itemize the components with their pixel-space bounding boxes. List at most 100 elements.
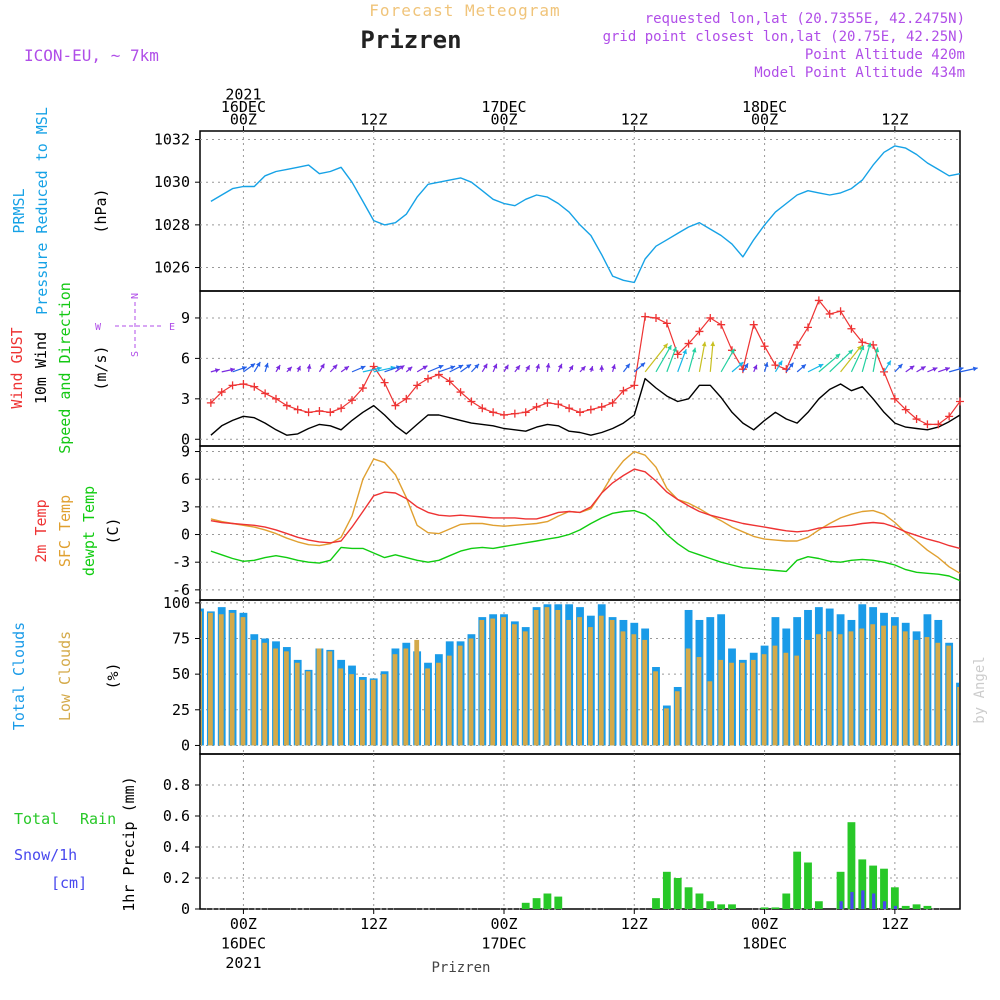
precip-labels: Total Rain Snow/1h [cm] 1hr Precip (mm)	[14, 776, 138, 911]
wind-arrow-head	[306, 364, 312, 369]
axis-ticks: 10261028103010320369-6-30369025507510000…	[154, 126, 896, 918]
gust-marker	[206, 398, 215, 407]
wind-arrow-head	[763, 362, 769, 368]
y-tick-label: 1028	[154, 216, 190, 234]
wind-arrow-head	[332, 364, 338, 370]
top-time-label: 18DEC	[742, 98, 787, 116]
y-tick-label: 1026	[154, 259, 190, 277]
low-cloud-bar	[740, 662, 745, 746]
y-tick-label: 0.4	[163, 838, 190, 856]
wind-arrow	[666, 346, 677, 373]
low-cloud-bar	[946, 645, 952, 746]
gust-marker	[597, 402, 606, 411]
snow-bar	[839, 901, 843, 909]
clouds-unit: (%)	[104, 662, 122, 689]
gust-marker	[239, 380, 248, 388]
y-tick-label: 0.8	[163, 776, 190, 794]
pressure-msl-label: Pressure Reduced to MSL	[33, 107, 51, 315]
wind-panel	[199, 290, 961, 447]
wind-arrow	[850, 345, 865, 373]
wind-arrow	[829, 349, 854, 373]
gust-marker	[554, 400, 563, 409]
temp-labels: 2m Temp SFC Temp dewpt Temp (C)	[32, 486, 122, 576]
gust-marker	[608, 398, 617, 407]
wind-arrow-head	[422, 365, 428, 370]
gust-marker	[478, 404, 487, 413]
gust-marker	[804, 323, 812, 332]
compass-w: W	[95, 322, 102, 333]
wind-arrow-head	[504, 364, 509, 370]
low-cloud-bar	[544, 607, 550, 746]
gust-marker	[717, 320, 726, 329]
y-tick-label: -6	[172, 581, 190, 599]
wind-arrow-head	[640, 362, 646, 368]
wind-arrow-head	[568, 365, 574, 371]
compass-n: N	[130, 293, 141, 299]
rain-bar	[890, 887, 899, 909]
forecast-meteogram-label: Forecast Meteogram	[369, 1, 560, 20]
low-cloud-bar	[338, 668, 344, 746]
low-cloud-bar	[425, 668, 430, 746]
wind-arrow-head	[492, 363, 498, 369]
wind-speed-direction-label: Speed and Direction	[56, 282, 74, 454]
pressure-panel	[199, 130, 961, 292]
low-cloud-bar	[414, 639, 420, 746]
y-tick-label: 9	[181, 443, 190, 461]
snow-bar	[861, 890, 865, 909]
low-cloud-bar	[826, 631, 832, 746]
rain-bar	[717, 904, 726, 909]
low-cloud-bar	[642, 639, 648, 746]
low-cloud-bar	[566, 619, 572, 746]
wind-arrow-head	[545, 363, 551, 368]
low-cloud-bar	[957, 686, 959, 746]
top-time-label: 17DEC	[481, 98, 526, 116]
low-cloud-bar	[902, 631, 908, 746]
wind-arrow-head	[920, 366, 926, 371]
wind-arrow-head	[483, 363, 488, 369]
wind-labels: Wind GUST 10m Wind Speed and Direction (…	[8, 282, 175, 454]
low-cloud-bar	[620, 631, 626, 746]
low-cloud-bar	[783, 652, 789, 746]
wind-arrow-head	[580, 366, 586, 371]
low-cloud-bar	[718, 659, 724, 746]
gust-marker	[814, 296, 823, 305]
rain-bar	[554, 896, 563, 909]
wind-arrow-head	[376, 366, 382, 371]
wind-arrow-head	[458, 364, 464, 370]
y-tick-label: 3	[181, 390, 190, 408]
gridpoint-coordinates: grid point closest lon,lat (20.75E, 42.2…	[603, 29, 965, 45]
wind-arrow-head	[730, 348, 735, 354]
gust-marker	[912, 415, 921, 424]
low-cloud-bar	[729, 662, 734, 746]
wind-arrow-head	[909, 365, 915, 371]
low-cloud-bar	[913, 639, 919, 746]
gust-marker	[272, 394, 280, 403]
wind-arrow	[644, 343, 669, 373]
gust-marker	[749, 320, 758, 329]
wind-arrow-head	[801, 364, 806, 370]
gust-marker	[304, 408, 313, 417]
y-tick-label: 75	[172, 630, 190, 648]
low-cloud-bar	[294, 662, 300, 746]
wind-arrow-head	[972, 366, 978, 372]
y-tick-label: 100	[163, 594, 190, 612]
y-tick-label: 0.6	[163, 807, 190, 825]
rain-bar	[901, 905, 910, 909]
bottom-time-label: 17DEC	[481, 935, 526, 953]
low-cloud-bar	[512, 624, 517, 746]
gust-marker	[348, 396, 356, 405]
wind-arrow-head	[625, 363, 630, 369]
footer-station: Prizren	[431, 960, 490, 976]
wind-arrow	[818, 353, 841, 373]
snow-bar	[850, 891, 854, 909]
gust-marker	[565, 404, 574, 413]
temp-dewpt-label: dewpt Temp	[80, 486, 98, 576]
low-cloud-bar	[522, 631, 528, 746]
gust-marker	[673, 350, 682, 359]
low-cloud-bar	[305, 671, 311, 746]
wind-arrow-head	[525, 365, 530, 371]
gust-marker	[543, 398, 552, 407]
rain-bar	[662, 871, 671, 909]
y-tick-label: 9	[181, 309, 190, 327]
low-cloud-bar	[360, 679, 365, 746]
